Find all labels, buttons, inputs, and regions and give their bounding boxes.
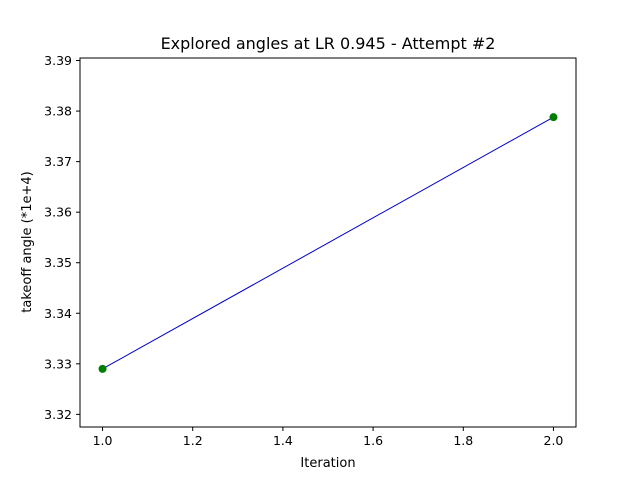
plot-area: [98, 113, 558, 373]
y-tick-label: 3.36: [44, 205, 72, 220]
series-line: [102, 116, 554, 370]
x-axis-label: Iteration: [300, 456, 355, 471]
x-tick-label: 2.0: [544, 433, 564, 448]
axes-frame: [79, 57, 577, 428]
x-tick-label: 1.8: [453, 433, 473, 448]
y-tick-label: 3.35: [44, 255, 72, 270]
y-axis: 3.32 3.33 3.34 3.35 3.36 3.37 3.38 3.39: [44, 53, 80, 422]
y-tick-label: 3.34: [44, 306, 72, 321]
y-tick-label: 3.33: [44, 356, 72, 371]
x-tick-label: 1.0: [93, 433, 113, 448]
y-tick-label: 3.39: [44, 53, 72, 68]
x-tick-label: 1.6: [363, 433, 383, 448]
x-axis: 1.0 1.2 1.4 1.6 1.8 2.0: [93, 427, 564, 448]
x-tick-label: 1.4: [273, 433, 293, 448]
chart-title: Explored angles at LR 0.945 - Attempt #2: [161, 34, 496, 53]
y-tick-label: 3.38: [44, 104, 72, 119]
y-axis-label: takeoff angle (*1e+4): [20, 171, 35, 312]
x-tick-label: 1.2: [183, 433, 203, 448]
y-tick-label: 3.32: [44, 407, 72, 422]
data-point: [98, 364, 107, 373]
y-tick-label: 3.37: [44, 154, 72, 169]
data-point: [549, 113, 558, 122]
